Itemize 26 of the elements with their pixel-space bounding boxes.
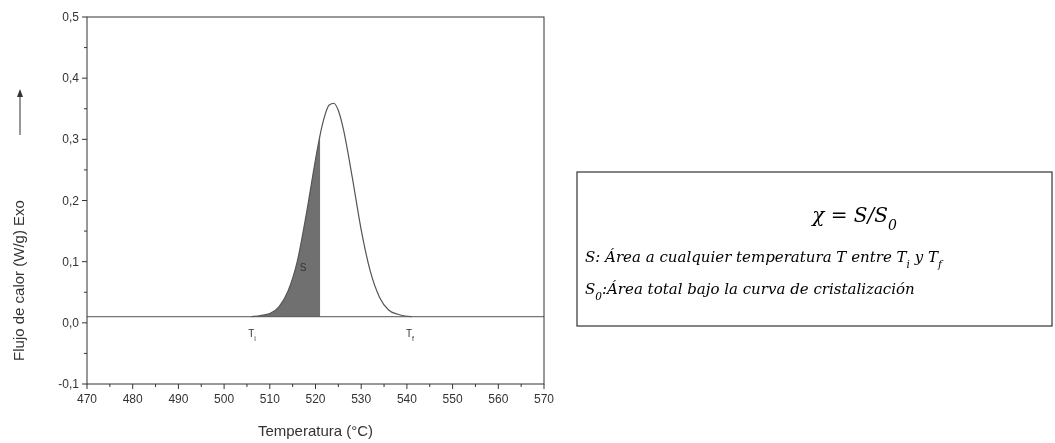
y-tick-label: -0,1 [58, 377, 80, 391]
x-tick-label: 500 [214, 392, 235, 406]
y-tick-label: 0,2 [62, 193, 80, 208]
x-tick-label: 480 [122, 392, 144, 406]
y-tick-label: 0,5 [62, 10, 80, 24]
annotation: T$_{f}$ [405, 328, 415, 342]
text: S: Área a cualquier temperatura T entre T$_{i}$ y T$_{f}$ [585, 248, 944, 270]
x-tick-label: 470 [76, 392, 98, 406]
x-tick-label: 560 [488, 392, 509, 406]
annotation: T$_{i}$ [248, 328, 257, 342]
text: S$_{0}$:Área total bajo la curva de cristalización [585, 280, 915, 302]
x-tick-label: 540 [396, 392, 418, 406]
x-tick-label: 520 [305, 392, 326, 406]
x-tick-label: 490 [168, 392, 189, 406]
x-tick-label: 570 [533, 392, 555, 406]
x-axis-title: Temperatura (°C) [257, 422, 374, 439]
y-tick-label: 0,1 [62, 254, 80, 269]
y-axis-title: Flujo de calor (W/g) Exo [10, 200, 27, 361]
x-tick-label: 530 [351, 392, 372, 406]
y-tick-label: 0,3 [62, 132, 80, 147]
y-tick-label: 0,0 [62, 315, 80, 330]
x-tick-label: 510 [259, 392, 281, 406]
x-tick-label: 550 [442, 392, 463, 406]
y-tick-label: 0,4 [62, 71, 80, 86]
annotation: S [299, 262, 307, 273]
text: χ = S/S$_{0}$ [810, 203, 897, 233]
